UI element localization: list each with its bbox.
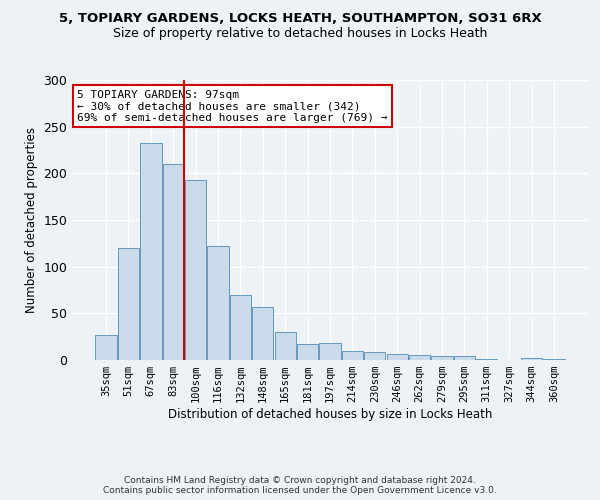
Bar: [297, 344, 318, 360]
Bar: [319, 343, 341, 360]
Y-axis label: Number of detached properties: Number of detached properties: [25, 127, 38, 313]
X-axis label: Distribution of detached houses by size in Locks Heath: Distribution of detached houses by size …: [168, 408, 492, 421]
Bar: [476, 359, 497, 360]
Bar: [252, 307, 274, 360]
Bar: [409, 356, 430, 360]
Text: 5 TOPIARY GARDENS: 97sqm
← 30% of detached houses are smaller (342)
69% of semi-: 5 TOPIARY GARDENS: 97sqm ← 30% of detach…: [77, 90, 388, 123]
Text: 5, TOPIARY GARDENS, LOCKS HEATH, SOUTHAMPTON, SO31 6RX: 5, TOPIARY GARDENS, LOCKS HEATH, SOUTHAM…: [59, 12, 541, 26]
Bar: [95, 335, 117, 360]
Bar: [208, 246, 229, 360]
Bar: [163, 164, 184, 360]
Bar: [431, 356, 452, 360]
Bar: [342, 350, 363, 360]
Bar: [140, 144, 161, 360]
Bar: [118, 248, 139, 360]
Bar: [454, 356, 475, 360]
Bar: [521, 358, 542, 360]
Bar: [185, 180, 206, 360]
Bar: [364, 352, 385, 360]
Bar: [230, 294, 251, 360]
Bar: [543, 359, 565, 360]
Text: Size of property relative to detached houses in Locks Heath: Size of property relative to detached ho…: [113, 28, 487, 40]
Text: Contains HM Land Registry data © Crown copyright and database right 2024.
Contai: Contains HM Land Registry data © Crown c…: [103, 476, 497, 495]
Bar: [275, 332, 296, 360]
Bar: [386, 354, 408, 360]
